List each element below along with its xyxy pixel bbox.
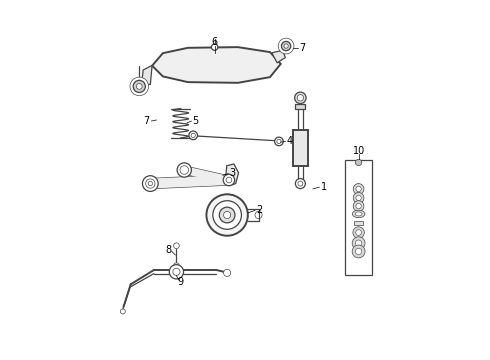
Circle shape [211,44,218,50]
Circle shape [206,194,248,236]
Circle shape [173,263,179,269]
Polygon shape [226,164,239,185]
Bar [293,130,308,166]
Circle shape [275,137,283,146]
Circle shape [169,265,184,279]
Circle shape [297,95,304,101]
Circle shape [353,184,364,194]
Circle shape [223,269,231,276]
Text: 9: 9 [178,277,184,287]
Circle shape [353,193,364,203]
Text: 2: 2 [256,205,263,215]
Text: 10: 10 [352,147,365,157]
Polygon shape [184,166,229,184]
Circle shape [352,237,365,249]
Circle shape [278,38,294,54]
Circle shape [355,248,362,255]
Circle shape [177,163,192,177]
Circle shape [121,309,125,314]
Circle shape [353,201,364,211]
Text: 4: 4 [287,136,293,147]
Circle shape [356,195,361,201]
Circle shape [213,201,242,229]
Text: 6: 6 [212,37,218,48]
Circle shape [356,203,361,209]
Circle shape [130,77,148,96]
Ellipse shape [355,212,362,216]
Ellipse shape [352,210,365,218]
Circle shape [295,179,305,189]
Polygon shape [142,65,152,86]
Circle shape [143,176,158,192]
Circle shape [355,159,362,166]
Circle shape [294,92,306,104]
Bar [354,221,363,225]
Polygon shape [295,104,305,109]
Circle shape [352,245,365,258]
Circle shape [281,41,291,51]
Polygon shape [150,175,229,189]
Circle shape [356,230,362,235]
Circle shape [356,186,361,192]
Text: 5: 5 [192,116,198,126]
Polygon shape [152,47,281,83]
Circle shape [223,174,235,186]
Circle shape [355,240,362,247]
Text: 8: 8 [165,245,172,255]
Bar [345,160,372,275]
Circle shape [220,207,235,223]
Text: 1: 1 [320,182,327,192]
Circle shape [133,80,146,93]
Circle shape [284,44,288,48]
Text: 3: 3 [229,168,236,178]
Text: 7: 7 [299,43,305,53]
Circle shape [189,131,197,140]
Circle shape [136,84,142,89]
Circle shape [353,227,364,238]
Circle shape [223,211,231,219]
Circle shape [173,243,179,249]
Polygon shape [272,50,285,63]
Text: 7: 7 [144,116,150,126]
